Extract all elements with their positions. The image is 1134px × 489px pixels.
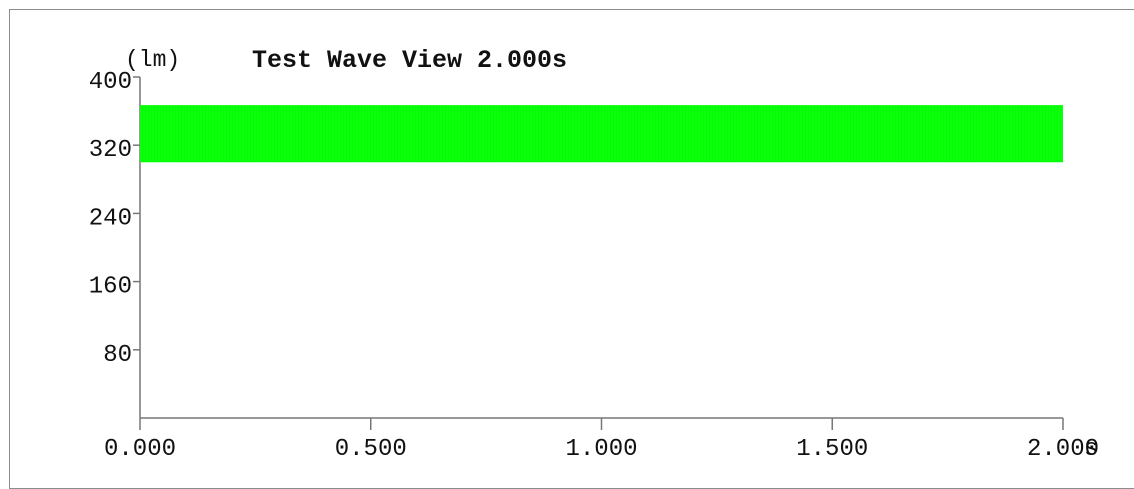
x-tick-label: 0.500	[335, 436, 407, 463]
x-tick-label: 0.000	[104, 436, 176, 463]
x-tick-label: 1.000	[565, 436, 637, 463]
x-axis-unit-label: s	[1084, 436, 1098, 463]
y-tick-label: 240	[89, 205, 132, 232]
chart-title: Test Wave View 2.000s	[252, 46, 567, 75]
y-tick-label: 400	[89, 69, 132, 96]
x-tick-label: 1.500	[796, 436, 868, 463]
chart-frame	[9, 9, 1134, 489]
y-tick-label: 160	[89, 274, 132, 301]
x-tick-label: 2.000	[1027, 436, 1099, 463]
y-axis-unit-label: (lm)	[125, 47, 180, 73]
wave-band	[140, 105, 1063, 163]
y-tick-label: 80	[103, 342, 132, 369]
y-tick-label: 320	[89, 137, 132, 164]
